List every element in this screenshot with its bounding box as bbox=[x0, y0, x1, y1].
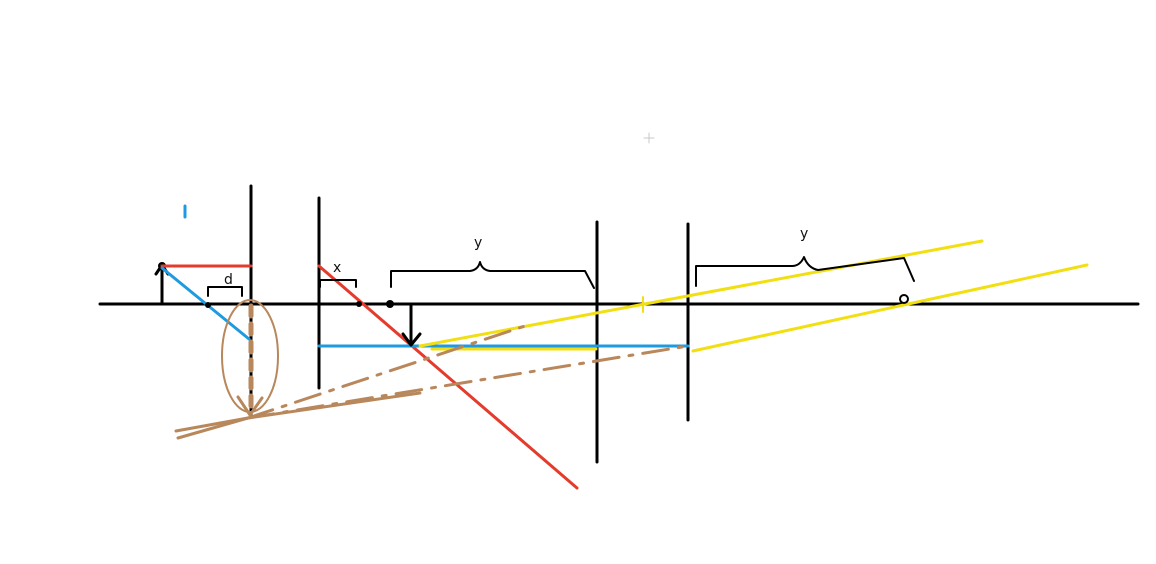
axis-point-2 bbox=[386, 300, 394, 308]
brace-d bbox=[207, 286, 243, 297]
brown-loop bbox=[221, 299, 279, 413]
brace-y-right bbox=[695, 256, 915, 287]
brown-ray-solid-segment bbox=[246, 391, 422, 420]
brace-x bbox=[319, 279, 357, 288]
label-x: x bbox=[333, 260, 341, 276]
axis-point-1 bbox=[356, 301, 362, 307]
brown-arrowhead bbox=[236, 395, 264, 417]
brown-ray-left-2 bbox=[174, 416, 250, 433]
image-arrow-head bbox=[401, 332, 422, 347]
red-ray-diagonal bbox=[317, 264, 579, 490]
label-y-left: y bbox=[474, 235, 482, 251]
brace-y-left bbox=[390, 261, 595, 289]
yellow-ray-upper bbox=[418, 239, 984, 348]
brown-ray-up-dashed bbox=[246, 323, 530, 420]
yellow-ray-lower bbox=[691, 263, 1089, 353]
focal-point-left bbox=[205, 302, 211, 308]
label-d: d bbox=[224, 272, 233, 288]
axis-point-right bbox=[899, 294, 909, 304]
label-y-right: y bbox=[800, 226, 808, 242]
